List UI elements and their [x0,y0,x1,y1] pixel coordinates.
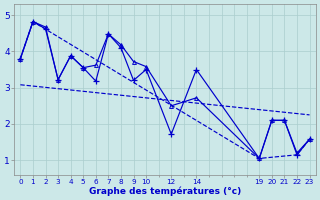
X-axis label: Graphe des températures (°c): Graphe des températures (°c) [89,186,241,196]
